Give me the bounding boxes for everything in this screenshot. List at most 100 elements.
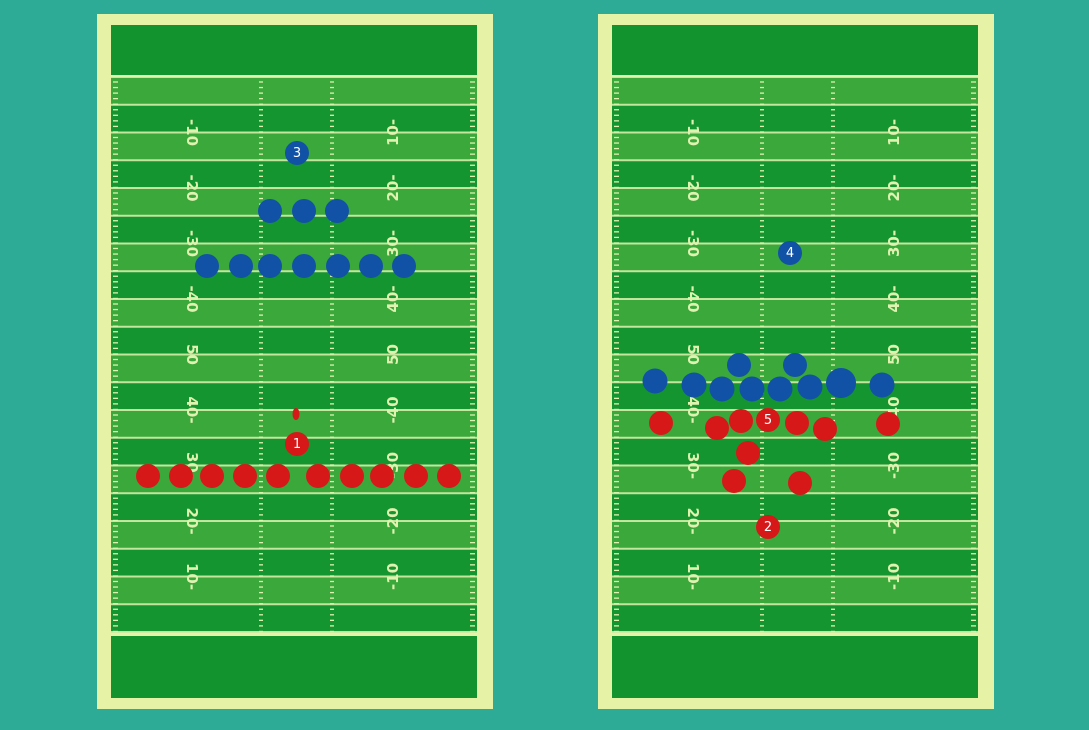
yard-number: -10 <box>183 119 201 146</box>
top-endzone <box>612 25 978 75</box>
red-player <box>736 441 760 465</box>
blue-player-circle <box>258 199 282 223</box>
yard-number: -10 <box>684 119 702 146</box>
red-player-circle <box>785 411 809 435</box>
blue-player-circle <box>292 254 316 278</box>
blue-player <box>325 199 349 223</box>
field-stripe <box>111 77 477 106</box>
bottom-endzone <box>111 636 477 698</box>
yard-number: 20- <box>885 174 903 201</box>
field-stripe <box>612 493 978 522</box>
red-player-circle <box>266 464 290 488</box>
blue-player-circle <box>642 368 668 394</box>
yard-number: 50 <box>384 344 402 365</box>
yard-number: 30- <box>684 452 702 479</box>
red-player <box>649 411 673 435</box>
red-player-circle <box>200 464 224 488</box>
blue-player <box>727 353 751 377</box>
blue-player-circle <box>681 372 707 398</box>
blue-player <box>392 254 416 278</box>
field-stripe <box>111 604 477 633</box>
red-player <box>437 464 461 488</box>
yard-number: 40- <box>885 285 903 312</box>
blue-player-circle <box>767 376 793 402</box>
yard-number: 20- <box>384 174 402 201</box>
blue-player-circle <box>869 372 895 398</box>
yard-number: -30 <box>183 230 201 257</box>
red-player-numbered: 1 <box>285 432 309 456</box>
red-player-numbered: 5 <box>756 408 780 432</box>
field-stripe <box>111 576 477 605</box>
yard-number: -10 <box>384 563 402 590</box>
yard-number: 30- <box>885 230 903 257</box>
red-player <box>370 464 394 488</box>
yard-number: 50 <box>183 344 201 365</box>
blue-player-circle <box>229 254 253 278</box>
blue-player <box>783 353 807 377</box>
yard-number: -30 <box>684 230 702 257</box>
red-player-circle <box>169 464 193 488</box>
field-stripe <box>612 77 978 106</box>
red-player-circle <box>306 464 330 488</box>
blue-player-circle <box>797 374 823 400</box>
blue-player-circle <box>195 254 219 278</box>
blue-player <box>709 376 735 402</box>
yard-number: 40- <box>183 396 201 423</box>
yard-number: -40 <box>183 285 201 312</box>
field-stripe <box>612 604 978 633</box>
red-player <box>404 464 428 488</box>
field-stripe <box>111 271 477 300</box>
red-player <box>729 409 753 433</box>
yard-number: -10 <box>885 563 903 590</box>
yard-number: -40 <box>384 396 402 423</box>
red-player <box>340 464 364 488</box>
field-stripe <box>111 548 477 577</box>
yard-number: 10- <box>183 563 201 590</box>
field-stripe <box>111 326 477 355</box>
yard-number: 10- <box>885 119 903 146</box>
blue-player-circle <box>739 376 765 402</box>
blue-player <box>258 254 282 278</box>
yard-number: -20 <box>684 174 702 201</box>
red-player-circle <box>705 416 729 440</box>
red-player <box>136 464 160 488</box>
yard-number: 10- <box>684 563 702 590</box>
football-icon <box>292 408 300 420</box>
red-player-numbered-circle <box>756 515 780 539</box>
red-player-numbered: 2 <box>756 515 780 539</box>
blue-player <box>326 254 350 278</box>
red-player-numbered-label: 1 <box>293 437 301 452</box>
red-player-circle <box>722 469 746 493</box>
red-player <box>705 416 729 440</box>
blue-player-circle <box>325 199 349 223</box>
red-player-circle <box>233 464 257 488</box>
red-player <box>306 464 330 488</box>
blue-player-circle <box>727 353 751 377</box>
field-stripe <box>111 299 477 328</box>
field-stripe <box>111 354 477 383</box>
field-stripe <box>111 104 477 133</box>
red-player <box>813 417 837 441</box>
red-player-circle <box>729 409 753 433</box>
blue-player-circle <box>326 254 350 278</box>
field-stripe <box>111 215 477 244</box>
red-player <box>876 412 900 436</box>
red-player-circle <box>876 412 900 436</box>
yard-number: -20 <box>384 507 402 534</box>
blue-player-circle <box>709 376 735 402</box>
field-stripe <box>612 382 978 411</box>
top-endzone <box>111 25 477 75</box>
red-player-circle <box>437 464 461 488</box>
bottom-endzone <box>612 636 978 698</box>
blue-player <box>797 374 823 400</box>
field-stripe <box>111 160 477 189</box>
red-player-circle <box>788 471 812 495</box>
red-player-numbered-label: 2 <box>764 520 772 535</box>
yard-number: -20 <box>183 174 201 201</box>
field-stripe <box>111 521 477 550</box>
red-player-circle <box>736 441 760 465</box>
field-stripe <box>612 437 978 466</box>
field-stripe <box>612 271 978 300</box>
blue-player-circle <box>258 254 282 278</box>
